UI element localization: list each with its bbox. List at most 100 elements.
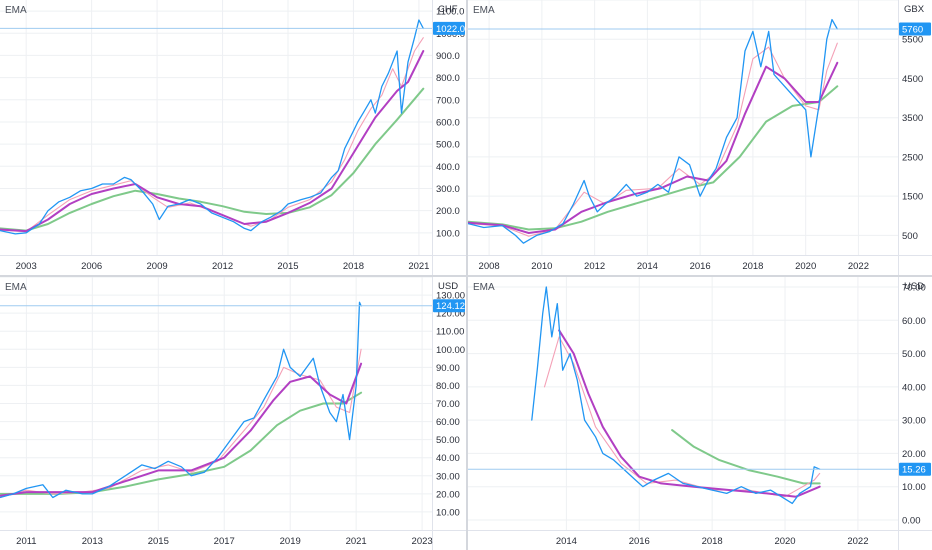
y-tick-label-tl-4: 500.0 <box>436 140 460 151</box>
series-line-ema-fast-tl <box>0 37 424 233</box>
x-tick-label-tl-4: 2015 <box>277 261 298 272</box>
currency-label-br: USD <box>904 281 924 292</box>
x-tick-label-br-1: 2016 <box>629 536 650 547</box>
y-tick-label-bl-9: 100.00 <box>436 345 465 356</box>
y-tick-label-tr-2: 2500 <box>902 152 923 163</box>
series-line-ema-mid-br <box>558 329 821 498</box>
x-tick-label-br-2: 2018 <box>702 536 723 547</box>
series-line-ema-slow-tl <box>0 87 425 232</box>
x-tick-label-bl-3: 2017 <box>214 536 235 547</box>
currency-label-tl: CHF <box>438 4 458 15</box>
y-tick-label-bl-11: 120.00 <box>436 309 465 320</box>
series-line-ema-slow-tr <box>468 85 839 231</box>
y-tick-label-tl-10: 1100.0 <box>436 7 464 18</box>
last-price-label-tr: 5760 <box>902 25 923 36</box>
x-tick-label-bl-0: 2011 <box>16 536 36 547</box>
series-line-ema-fast-br <box>543 336 821 498</box>
x-tick-label-tl-6: 2021 <box>408 261 429 272</box>
x-tick-label-tl-0: 2003 <box>16 261 37 272</box>
y-tick-label-bl-4: 50.00 <box>436 435 460 446</box>
chart-pane-bottom-right[interactable]: 0.00 10.00 20.00 30.00 40.00 50.00 60.00 70.00 U… <box>468 277 932 550</box>
x-tick-label-br-0: 2014 <box>556 536 577 547</box>
x-tick-label-tl-5: 2018 <box>343 261 364 272</box>
y-tick-label-tr-1: 1500 <box>902 192 923 203</box>
last-price-badge-bl: 124.12 <box>433 299 465 313</box>
series-line-ema-mid-tl <box>0 50 425 233</box>
grid-tl <box>0 0 432 255</box>
last-price-label-tl: 1022.0 <box>436 24 465 35</box>
chart-svg-bottom-left: 10.00 20.00 30.00 40.00 50.00 60.00 70.00 80.00… <box>0 277 466 550</box>
currency-label-bl: USD <box>438 281 458 292</box>
x-tick-label-tl-1: 2006 <box>81 261 102 272</box>
series-line-price-bl <box>0 301 362 499</box>
y-tick-label-bl-10: 110.00 <box>436 327 464 338</box>
chart-svg-top-right: 500 1500 2500 3500 4500 5500 GBX 5760 2008 2010 20… <box>468 0 932 275</box>
y-tick-label-tl-8: 900.0 <box>436 51 460 62</box>
last-price-label-br: 15.26 <box>902 465 926 476</box>
y-tick-label-tr-3: 3500 <box>902 113 923 124</box>
y-tick-label-bl-2: 30.00 <box>436 471 460 482</box>
y-tick-label-bl-8: 90.00 <box>436 363 460 374</box>
chart-pane-top-right[interactable]: 500 1500 2500 3500 4500 5500 GBX 5760 2008 2010 20… <box>468 0 932 275</box>
y-tick-label-br-4: 40.00 <box>902 382 926 393</box>
x-tick-label-bl-2: 2015 <box>148 536 169 547</box>
currency-label-tr: GBX <box>904 4 925 15</box>
series-line-ema-slow-bl <box>0 391 363 495</box>
legend-label-br[interactable]: EMA <box>473 282 495 293</box>
y-tick-label-bl-7: 80.00 <box>436 381 460 392</box>
legend-label-tr[interactable]: EMA <box>473 5 495 16</box>
x-tick-label-tr-6: 2020 <box>795 261 816 272</box>
x-tick-label-tr-3: 2014 <box>637 261 658 272</box>
y-tick-label-tl-2: 300.0 <box>436 184 460 195</box>
y-tick-label-br-2: 20.00 <box>902 449 926 460</box>
chart-pane-bottom-left[interactable]: 10.00 20.00 30.00 40.00 50.00 60.00 70.00 80.00… <box>0 277 466 550</box>
grid-bl <box>0 277 432 530</box>
x-tick-label-bl-6: 2023 <box>412 536 433 547</box>
y-tick-label-bl-6: 70.00 <box>436 399 460 410</box>
y-tick-label-bl-3: 40.00 <box>436 453 460 464</box>
y-tick-label-bl-5: 60.00 <box>436 417 460 428</box>
chart-pane-top-left[interactable]: 100.0 200.0 300.0 400.0 500.0 600.0 700.0 800.0… <box>0 0 466 275</box>
last-price-label-bl: 124.12 <box>436 301 465 312</box>
y-tick-label-tl-5: 600.0 <box>436 117 460 128</box>
y-tick-label-br-3: 30.00 <box>902 416 926 427</box>
series-line-price-tr <box>468 18 838 244</box>
x-tick-label-tr-5: 2018 <box>742 261 763 272</box>
x-tick-label-tr-4: 2016 <box>690 261 711 272</box>
last-price-badge-tr: 5760 <box>899 22 931 36</box>
series-line-ema-fast-tr <box>468 42 838 237</box>
chart-svg-bottom-right: 0.00 10.00 20.00 30.00 40.00 50.00 60.00 70.00U… <box>468 277 932 550</box>
y-tick-label-tr-4: 4500 <box>902 74 923 85</box>
y-tick-label-br-6: 60.00 <box>902 316 926 327</box>
y-tick-label-bl-1: 20.00 <box>436 489 460 500</box>
pane-divider-horizontal[interactable] <box>0 275 932 277</box>
x-tick-label-tr-0: 2008 <box>479 261 500 272</box>
y-tick-label-tl-7: 800.0 <box>436 73 460 84</box>
y-tick-label-tr-0: 500 <box>902 231 918 242</box>
x-tick-label-tl-3: 2012 <box>212 261 233 272</box>
series-line-ema-mid-bl <box>0 362 363 497</box>
series-line-price-br <box>531 286 821 505</box>
series-line-ema-mid-tr <box>468 61 839 234</box>
legend-label-bl[interactable]: EMA <box>5 282 27 293</box>
y-tick-label-br-0: 0.00 <box>902 516 921 527</box>
grid-tr <box>468 0 898 255</box>
x-tick-label-bl-5: 2021 <box>346 536 367 547</box>
y-tick-label-tl-1: 200.0 <box>436 206 460 217</box>
y-tick-label-bl-0: 10.00 <box>436 507 460 518</box>
legend-label-tl[interactable]: EMA <box>5 5 27 16</box>
chart-svg-top-left: 100.0 200.0 300.0 400.0 500.0 600.0 700.0 800.0… <box>0 0 466 275</box>
x-tick-label-br-4: 2022 <box>847 536 868 547</box>
x-tick-label-tr-2: 2012 <box>584 261 605 272</box>
y-tick-label-tl-0: 100.0 <box>436 228 460 239</box>
series-line-price-tl <box>0 19 424 235</box>
y-tick-label-br-5: 50.00 <box>902 349 926 360</box>
x-tick-label-bl-1: 2013 <box>82 536 103 547</box>
y-tick-label-br-1: 10.00 <box>902 482 926 493</box>
y-tick-label-tl-6: 700.0 <box>436 95 460 106</box>
grid-br <box>468 277 898 530</box>
y-tick-label-tl-3: 400.0 <box>436 162 460 173</box>
y-tick-label-tr-5: 5500 <box>902 35 923 46</box>
series-line-ema-slow-br <box>671 429 821 485</box>
x-tick-label-br-3: 2020 <box>774 536 795 547</box>
